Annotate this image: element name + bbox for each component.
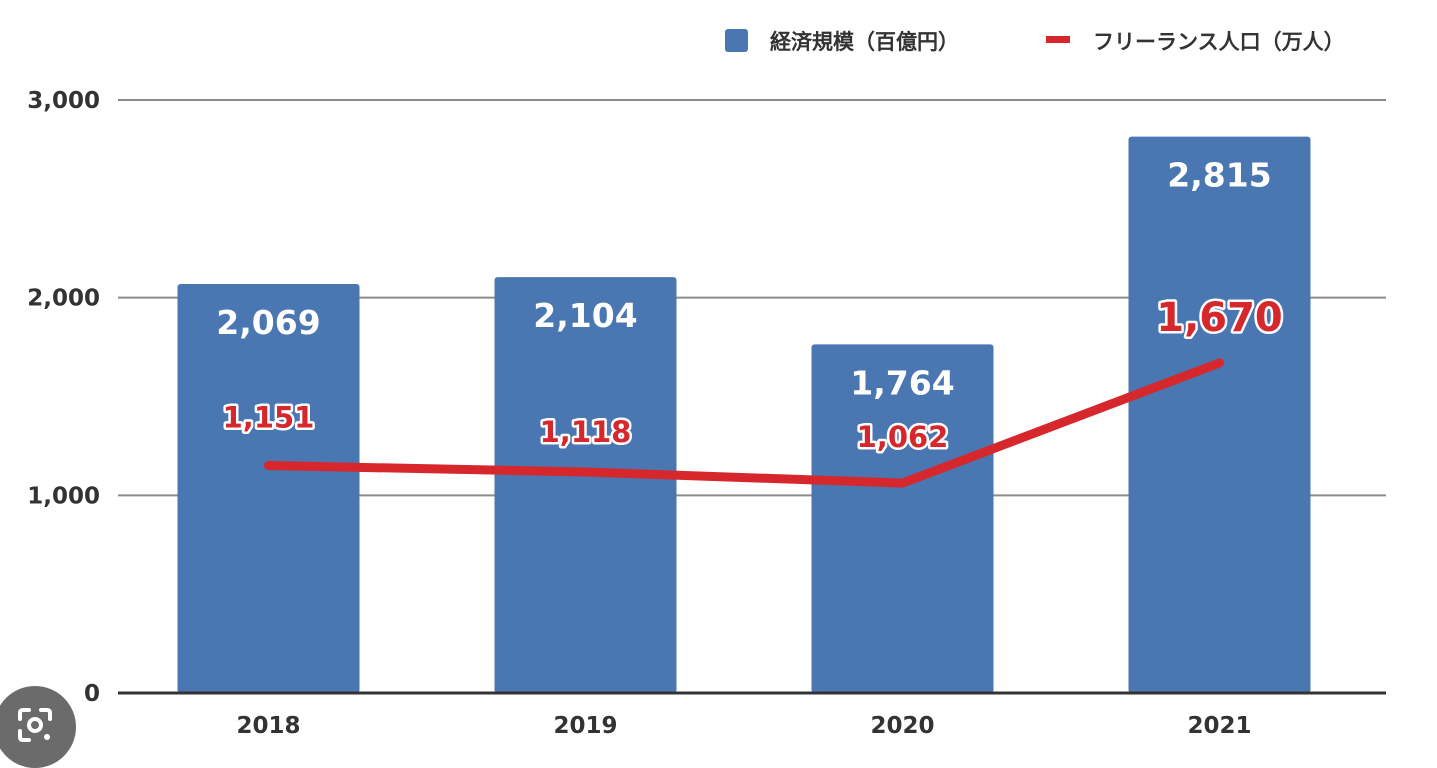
x-category-label: 2020 [870, 713, 934, 739]
bar-value-labels: 2,069 2,104 1,764 2,815 [216, 156, 1271, 403]
bar [494, 277, 677, 693]
line-value-label: 1,118 [540, 415, 632, 449]
bar [1128, 136, 1311, 693]
line-value-label: 1,670 [1156, 295, 1283, 341]
bar-value-label: 2,104 [533, 296, 637, 335]
line-value-label: 1,062 [857, 420, 949, 454]
y-tick-label: 3,000 [27, 88, 100, 114]
y-axis-ticks: 0 1,000 2,000 3,000 [27, 88, 100, 707]
y-tick-label: 1,000 [27, 483, 100, 509]
bar [811, 344, 994, 693]
bar-value-label: 2,069 [216, 303, 320, 342]
x-category-label: 2021 [1187, 713, 1251, 739]
x-category-label: 2018 [236, 713, 300, 739]
legend-swatch-line [1046, 36, 1070, 43]
line-value-labels: 1,151 1,118 1,062 1,670 [220, 292, 1285, 456]
y-tick-label: 2,000 [27, 286, 100, 312]
lens-search-button[interactable] [0, 686, 76, 768]
legend-label-bar: 経済規模（百億円） [770, 30, 959, 54]
google-lens-icon [18, 708, 52, 742]
bar-series [177, 136, 1311, 693]
line-series [264, 358, 1224, 488]
bar [177, 284, 360, 693]
legend-label-line: フリーランス人口（万人） [1093, 30, 1345, 54]
x-axis-categories: 2018 2019 2020 2021 [236, 713, 1251, 739]
line-path [264, 358, 1224, 488]
bar-value-label: 2,815 [1167, 156, 1271, 195]
legend-swatch-bar [725, 29, 748, 52]
legend: 経済規模（百億円） フリーランス人口（万人） [725, 29, 1345, 54]
y-tick-label: 0 [84, 681, 100, 707]
x-category-label: 2019 [553, 713, 617, 739]
bar-value-label: 1,764 [850, 363, 954, 402]
line-value-label: 1,151 [223, 400, 315, 434]
